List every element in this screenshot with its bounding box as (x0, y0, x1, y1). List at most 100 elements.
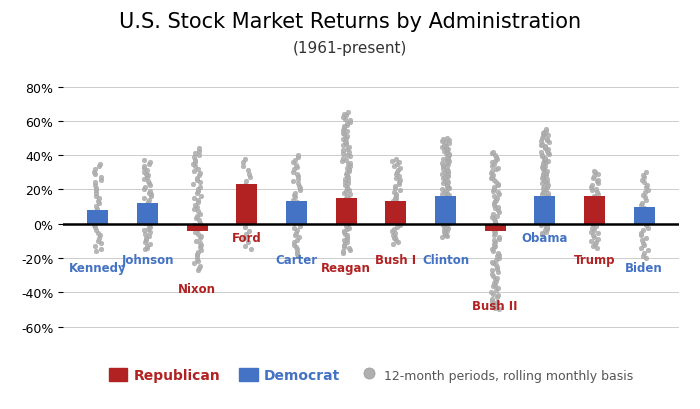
Point (491, 197, 502, 203)
Point (486, 259, 497, 265)
Point (443, 179, 454, 186)
Point (537, 162, 548, 169)
Point (442, 234, 453, 240)
Point (291, 251, 302, 258)
Point (188, 168, 199, 175)
Point (288, 220, 300, 227)
Point (90, 214, 101, 220)
Point (442, 190, 453, 196)
Point (239, 182, 251, 189)
Point (244, 228, 255, 234)
Point (240, 213, 251, 219)
Point (541, 204, 552, 211)
Point (440, 232, 452, 239)
Point (539, 143, 550, 150)
Point (638, 227, 649, 234)
Point (291, 200, 302, 206)
Point (539, 146, 550, 152)
Point (493, 204, 504, 210)
Point (437, 218, 448, 225)
Point (438, 212, 449, 218)
Bar (584, 197, 605, 224)
Point (537, 209, 548, 216)
Point (339, 132, 350, 138)
Point (90, 227, 101, 234)
Point (340, 217, 351, 223)
Point (92, 216, 103, 223)
Point (341, 165, 352, 171)
Point (243, 239, 254, 245)
Point (490, 287, 501, 294)
Point (542, 211, 553, 218)
Point (190, 159, 201, 166)
Point (90, 243, 101, 249)
Point (342, 162, 354, 168)
Point (589, 241, 601, 248)
Point (193, 200, 204, 206)
Text: U.S. Stock Market Returns by Administration: U.S. Stock Market Returns by Administrat… (119, 12, 581, 32)
Point (293, 153, 304, 159)
Point (238, 198, 249, 204)
Point (587, 225, 598, 232)
Point (486, 175, 497, 182)
Point (592, 189, 603, 196)
Point (195, 240, 206, 247)
Point (93, 235, 104, 242)
Point (636, 177, 648, 184)
Point (388, 216, 399, 223)
Point (536, 230, 547, 236)
Point (539, 129, 550, 136)
Point (442, 154, 453, 160)
Point (191, 254, 202, 260)
Point (241, 220, 252, 227)
Point (139, 177, 150, 183)
Point (639, 175, 650, 181)
Point (145, 182, 156, 189)
Point (486, 303, 497, 310)
Point (444, 141, 455, 147)
Point (589, 207, 600, 214)
Point (290, 195, 301, 201)
Point (536, 220, 547, 226)
Point (342, 152, 353, 159)
Point (342, 173, 353, 179)
Point (437, 235, 448, 241)
Point (440, 188, 452, 194)
Point (94, 219, 105, 226)
Point (90, 190, 101, 197)
Point (636, 230, 647, 236)
Point (536, 231, 547, 238)
Point (192, 191, 203, 197)
Point (344, 166, 355, 173)
Point (536, 164, 547, 171)
Point (188, 155, 199, 161)
Point (542, 168, 553, 174)
Point (141, 243, 153, 249)
Point (491, 278, 502, 285)
Point (342, 220, 354, 227)
Point (90, 203, 101, 210)
Point (488, 178, 499, 184)
Point (489, 276, 500, 283)
Point (292, 173, 303, 180)
Point (441, 181, 452, 188)
Point (592, 180, 603, 187)
Point (439, 175, 450, 181)
Point (344, 245, 355, 252)
Point (640, 197, 652, 204)
Point (342, 222, 354, 228)
Point (540, 193, 552, 200)
Point (337, 143, 349, 149)
Point (90, 172, 101, 178)
Point (144, 190, 155, 196)
Point (144, 216, 155, 223)
Point (437, 166, 448, 173)
Point (293, 183, 304, 189)
Point (390, 183, 401, 190)
Point (491, 223, 502, 230)
Point (589, 227, 600, 234)
Legend: Republican, Democrat, 12-month periods, rolling monthly basis: Republican, Democrat, 12-month periods, … (104, 363, 638, 387)
Point (491, 254, 503, 260)
Point (439, 142, 450, 148)
Point (244, 186, 256, 193)
